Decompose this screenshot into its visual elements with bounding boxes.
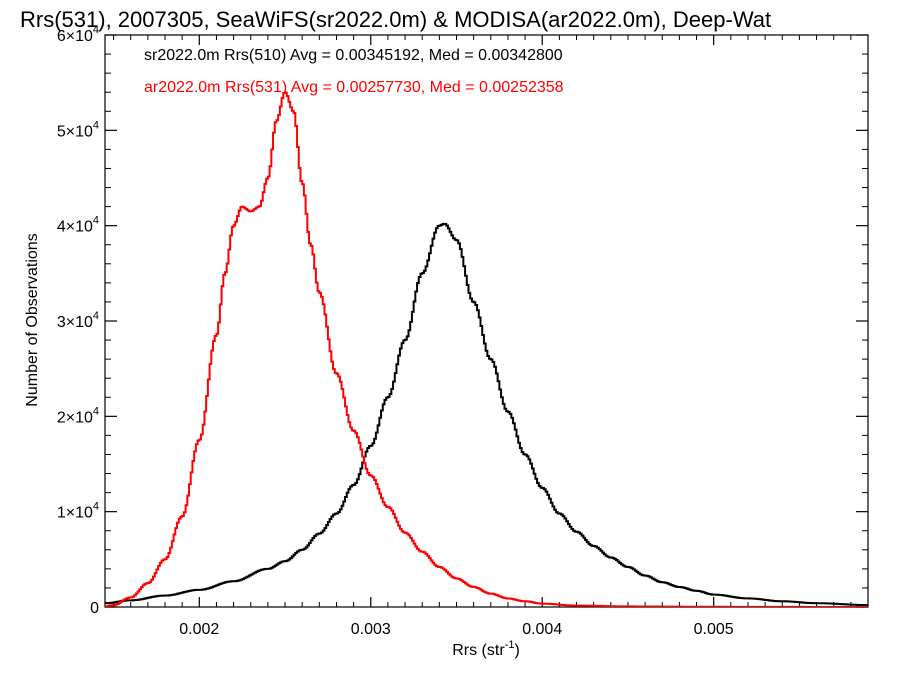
y-tick-exponent: 4 bbox=[93, 24, 99, 36]
chart-title: Rrs(531), 2007305, SeaWiFS(sr2022.0m) & … bbox=[20, 7, 771, 32]
y-tick-label: 6×104 bbox=[57, 24, 99, 45]
y-tick-times: ×10 bbox=[66, 314, 93, 331]
x-axis-ticks: 0.002 0.003 0.004 0.005 bbox=[113, 35, 869, 638]
y-tick-exponent: 4 bbox=[93, 501, 99, 513]
y-tick-times: ×10 bbox=[66, 28, 93, 45]
y-tick-mantissa: 2 bbox=[57, 409, 66, 426]
y-tick-mantissa: 1 bbox=[57, 505, 66, 522]
y-tick-times: ×10 bbox=[66, 219, 93, 236]
legend-entry-black: sr2022.0m Rrs(510) Avg = 0.00345192, Med… bbox=[144, 47, 563, 64]
x-tick-label: 0.003 bbox=[351, 621, 391, 638]
y-tick-label: 5×104 bbox=[57, 119, 99, 140]
x-axis-label: Rrs (str-1) bbox=[452, 639, 520, 659]
y-axis-label: Number of Observations bbox=[24, 233, 41, 406]
x-axis-label-sup: -1 bbox=[505, 639, 515, 651]
y-tick-exponent: 4 bbox=[93, 215, 99, 227]
y-tick-exponent: 4 bbox=[93, 310, 99, 322]
x-axis-label-close: ) bbox=[514, 642, 519, 659]
y-tick-mantissa: 4 bbox=[57, 219, 66, 236]
x-tick-label: 0.002 bbox=[179, 621, 219, 638]
y-tick-times: ×10 bbox=[66, 409, 93, 426]
y-tick-exponent: 4 bbox=[93, 405, 99, 417]
x-tick-label: 0.004 bbox=[522, 621, 562, 638]
y-tick-label: 4×104 bbox=[57, 215, 99, 236]
y-tick-label: 2×104 bbox=[57, 405, 99, 426]
y-tick-label: 1×104 bbox=[57, 501, 99, 522]
series-layer bbox=[105, 91, 868, 607]
x-tick-label: 0.005 bbox=[694, 621, 734, 638]
legend-entry-red: ar2022.0m Rrs(531) Avg = 0.00257730, Med… bbox=[144, 79, 564, 96]
x-axis-label-main: Rrs (str bbox=[452, 642, 505, 659]
y-tick-label: 3×104 bbox=[57, 310, 99, 331]
y-tick-exponent: 4 bbox=[93, 119, 99, 131]
y-tick-mantissa: 3 bbox=[57, 314, 66, 331]
y-tick-label: 0 bbox=[90, 600, 99, 617]
series-line-black bbox=[105, 222, 868, 607]
y-tick-mantissa: 6 bbox=[57, 28, 66, 45]
y-tick-times: ×10 bbox=[66, 123, 93, 140]
y-tick-mantissa: 5 bbox=[57, 123, 66, 140]
y-tick-times: ×10 bbox=[66, 505, 93, 522]
series-line-red bbox=[105, 91, 868, 607]
